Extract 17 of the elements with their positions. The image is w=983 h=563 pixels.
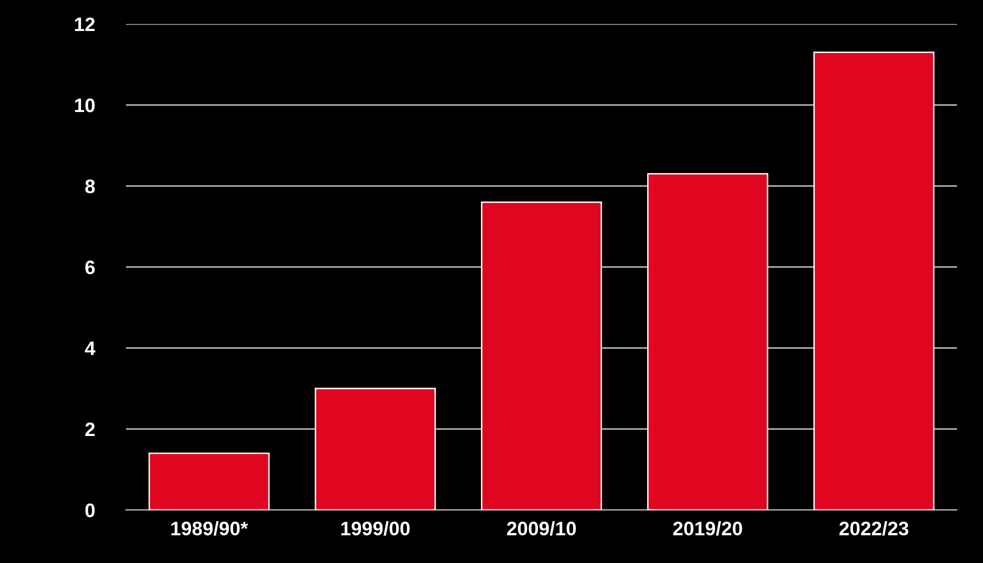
y-tick-label: 8	[85, 179, 95, 194]
y-tick-label: 2	[85, 422, 95, 436]
y-tick-label: 12	[75, 17, 95, 32]
bar	[813, 52, 934, 510]
bar	[314, 388, 436, 510]
bar	[480, 202, 602, 510]
y-tick-label: 10	[75, 98, 95, 112]
bar	[148, 452, 270, 510]
y-tick-label: 4	[84, 342, 96, 356]
x-tick-label: 1999/00	[341, 521, 410, 536]
x-tick-label: 2022/23	[839, 521, 908, 536]
y-tick-label: 0	[85, 503, 95, 518]
x-tick-label: 2009/10	[507, 521, 576, 536]
bar	[647, 173, 768, 510]
x-tick-label: 2019/20	[673, 521, 742, 536]
y-tick-label: 6	[85, 260, 95, 274]
x-tick-label: 1989/90*	[171, 521, 248, 536]
